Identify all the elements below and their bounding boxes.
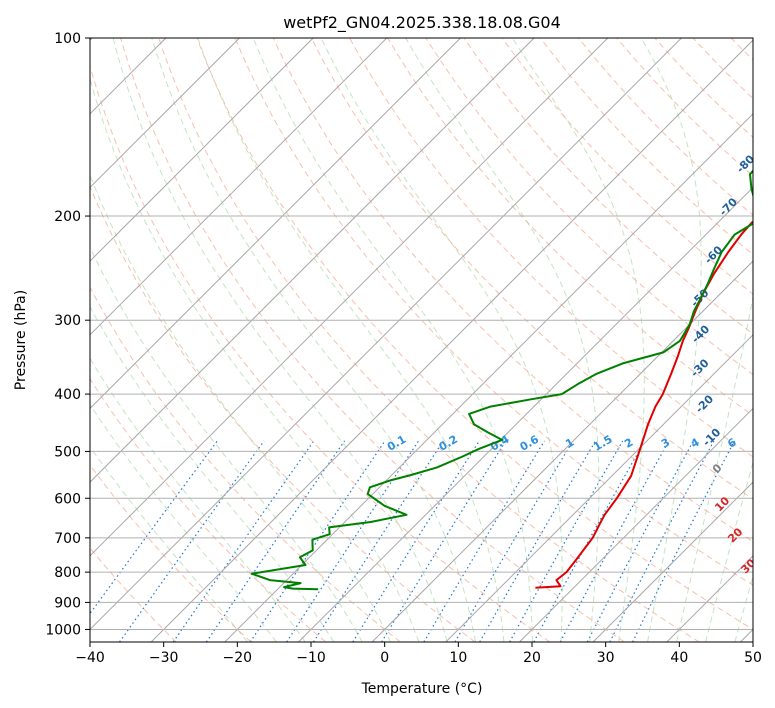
x-tick-label: 40 — [670, 650, 688, 666]
isotherm-line — [90, 38, 535, 483]
isotherm-line — [371, 260, 753, 642]
y-tick-label: 1000 — [45, 622, 81, 638]
dewpoint-profile — [250, 169, 753, 591]
dry-adiabat-line — [158, 38, 700, 642]
y-tick-label: 400 — [54, 387, 81, 403]
moist-adiabat-line — [734, 574, 753, 642]
profiles — [250, 169, 753, 591]
x-axis-label: Temperature (°C) — [361, 681, 483, 697]
x-tick-label: 20 — [523, 650, 541, 666]
mixing-ratio-line — [352, 440, 480, 642]
isotherm-line — [90, 38, 314, 262]
y-axis-label: Pressure (hPa) — [13, 290, 29, 390]
x-tick-label: 0 — [380, 650, 389, 666]
mixing-ratio-line — [632, 440, 736, 642]
x-tick-label: −10 — [296, 650, 326, 666]
y-tick-label: 500 — [54, 444, 81, 460]
moist-adiabat-line — [252, 38, 533, 642]
y-tick-label: 900 — [54, 595, 81, 611]
plot-frame — [89, 37, 754, 643]
dry-adiabat-line — [501, 38, 753, 295]
y-tick-label: 100 — [54, 31, 81, 47]
mixing-ratio-line — [119, 440, 265, 642]
y-tick-label: 300 — [54, 313, 81, 329]
moist-adiabat-line — [90, 173, 392, 642]
mixing-ratio-line — [479, 440, 597, 642]
dry-adiabat-line — [90, 464, 252, 642]
isotherm-line — [90, 38, 609, 557]
dry-adiabat-line — [310, 38, 753, 500]
dry-adiabat-line — [463, 38, 753, 335]
x-tick-label: −40 — [75, 650, 105, 666]
x-tick-label: 50 — [744, 650, 762, 666]
y-tick-label: 700 — [54, 531, 81, 547]
moist-adiabat-line — [640, 38, 702, 642]
chart-title: wetPf2_GN04.2025.338.18.08.G04 — [283, 13, 561, 33]
mixing-ratio-line — [286, 440, 420, 642]
isobars — [90, 38, 753, 630]
isotherm-line — [519, 407, 753, 642]
isotherm-line — [445, 334, 753, 642]
mixing-ratio-line — [533, 440, 646, 642]
mixing-ratio-line — [559, 440, 670, 642]
x-tick-label: 30 — [597, 650, 615, 666]
isotherm-line — [90, 38, 388, 336]
isotherm-line — [224, 113, 753, 642]
x-axis: −40 −30 −20 −10 0 10 20 30 40 50 — [75, 642, 762, 666]
isotherm-line — [150, 39, 753, 642]
y-tick-label: 800 — [54, 565, 81, 581]
moist-adiabat-line — [90, 445, 248, 642]
moist-adiabat-line — [320, 38, 563, 642]
x-tick-label: −30 — [149, 650, 179, 666]
moist-adiabat-line — [90, 246, 363, 642]
dry-adiabat-line — [196, 38, 753, 631]
isotherm-line — [298, 186, 753, 642]
moist-adiabat-line — [90, 403, 277, 642]
mixing-ratio-line — [454, 440, 574, 642]
plot-area: -100-90-80-70-60-50-40-30-20-10010203040… — [90, 38, 771, 642]
dry-adiabat-line — [272, 38, 753, 543]
y-tick-label: 600 — [54, 491, 81, 507]
mixing-ratio-line — [586, 440, 694, 642]
moist-adiabat-line — [676, 294, 753, 642]
moist-adiabat-line — [90, 77, 420, 642]
moist-adiabat-label: 40 — [751, 584, 771, 604]
dry-adiabat-line — [234, 38, 753, 586]
isotherm-line — [592, 481, 753, 642]
moist-adiabat-line — [705, 460, 753, 642]
dry-adiabat-line — [90, 377, 327, 642]
isotherm-line — [90, 38, 682, 631]
moist-adiabat-line — [197, 38, 505, 642]
dry-adiabat-line — [90, 64, 551, 642]
x-tick-label: −20 — [223, 650, 253, 666]
moist-adiabat-line — [405, 38, 600, 642]
dry-adiabat-line — [120, 38, 625, 642]
y-axis: 100 200 300 400 500 600 700 800 900 1000 — [45, 31, 90, 638]
moist-adiabat-line — [90, 357, 306, 642]
isotherms — [90, 38, 753, 642]
isotherm-line — [90, 38, 461, 410]
moist-adiabat-line — [90, 305, 335, 642]
moist-adiabat-line — [112, 38, 448, 642]
isotherm-line — [90, 38, 240, 189]
y-tick-label: 200 — [54, 209, 81, 225]
x-tick-label: 10 — [449, 650, 467, 666]
moist-adiabats — [90, 38, 753, 642]
moist-adiabat-line — [511, 38, 645, 642]
mixing-ratio-line — [423, 440, 546, 642]
dry-adiabats — [90, 38, 753, 642]
mixing-ratio-line — [509, 440, 624, 642]
